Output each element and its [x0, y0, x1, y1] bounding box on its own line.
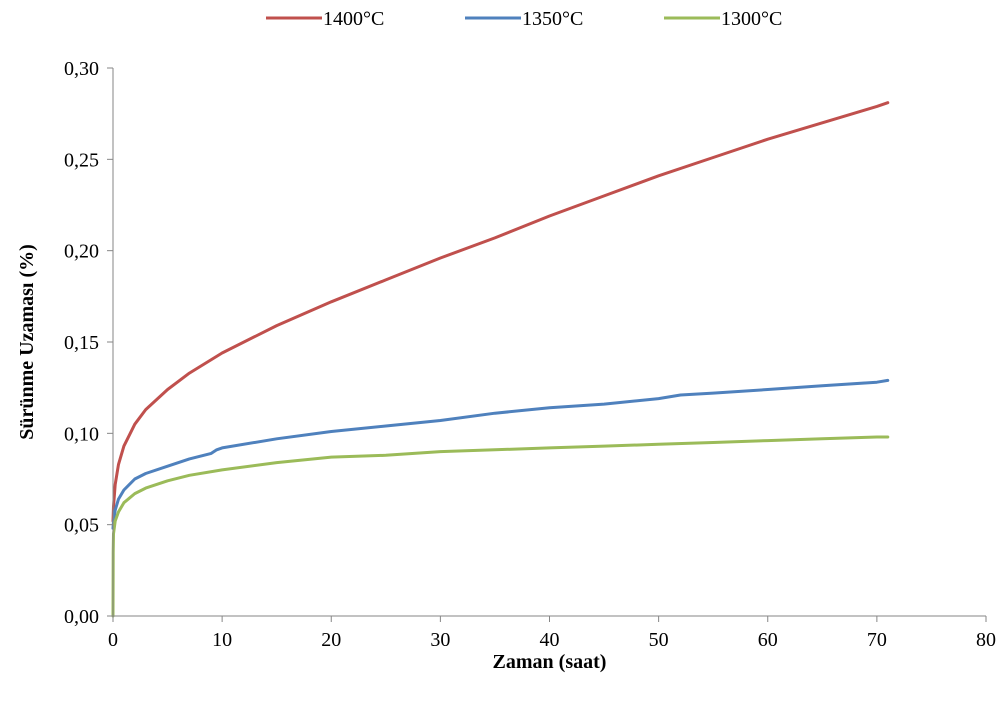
series-layer — [111, 101, 890, 618]
y-axis-title: Sürünme Uzaması (%) — [16, 244, 38, 440]
x-tick-label: 40 — [540, 629, 560, 651]
x-tick-label: 80 — [976, 629, 996, 651]
y-tick-label: 0,10 — [64, 423, 99, 445]
x-axis-ticks: 0 10 20 30 40 50 60 70 80 — [108, 616, 996, 651]
y-tick-label: 0,05 — [64, 515, 99, 537]
y-tick-label: 0,00 — [64, 606, 99, 628]
legend-label: 1350°C — [522, 8, 583, 30]
x-tick-label: 0 — [108, 629, 118, 651]
x-tick-label: 30 — [430, 629, 450, 651]
legend-label: 1400°C — [323, 8, 384, 30]
x-tick-label: 70 — [867, 629, 887, 651]
y-tick-label: 0,15 — [64, 332, 99, 354]
x-tick-label: 50 — [649, 629, 669, 651]
y-axis-ticks: 0,00 0,05 0,10 0,15 0,20 0,25 0,30 — [64, 58, 113, 628]
legend-label: 1300°C — [721, 8, 782, 30]
x-axis-title: Zaman (saat) — [493, 651, 607, 673]
x-tick-label: 20 — [321, 629, 341, 651]
series-line-1 — [111, 101, 890, 523]
plot-area: 0,00 0,05 0,10 0,15 0,20 0,25 0,30 0 10 20 30 40 50… — [64, 58, 996, 651]
y-tick-label: 0,30 — [64, 58, 99, 80]
y-tick-label: 0,20 — [64, 241, 99, 263]
series-line-2 — [111, 378, 890, 530]
y-tick-label: 0,25 — [64, 149, 99, 171]
legend: 1400°C 1350°C 1300°C — [266, 8, 782, 30]
x-tick-label: 10 — [212, 629, 232, 651]
series-line-3 — [111, 435, 890, 618]
x-tick-label: 60 — [758, 629, 778, 651]
